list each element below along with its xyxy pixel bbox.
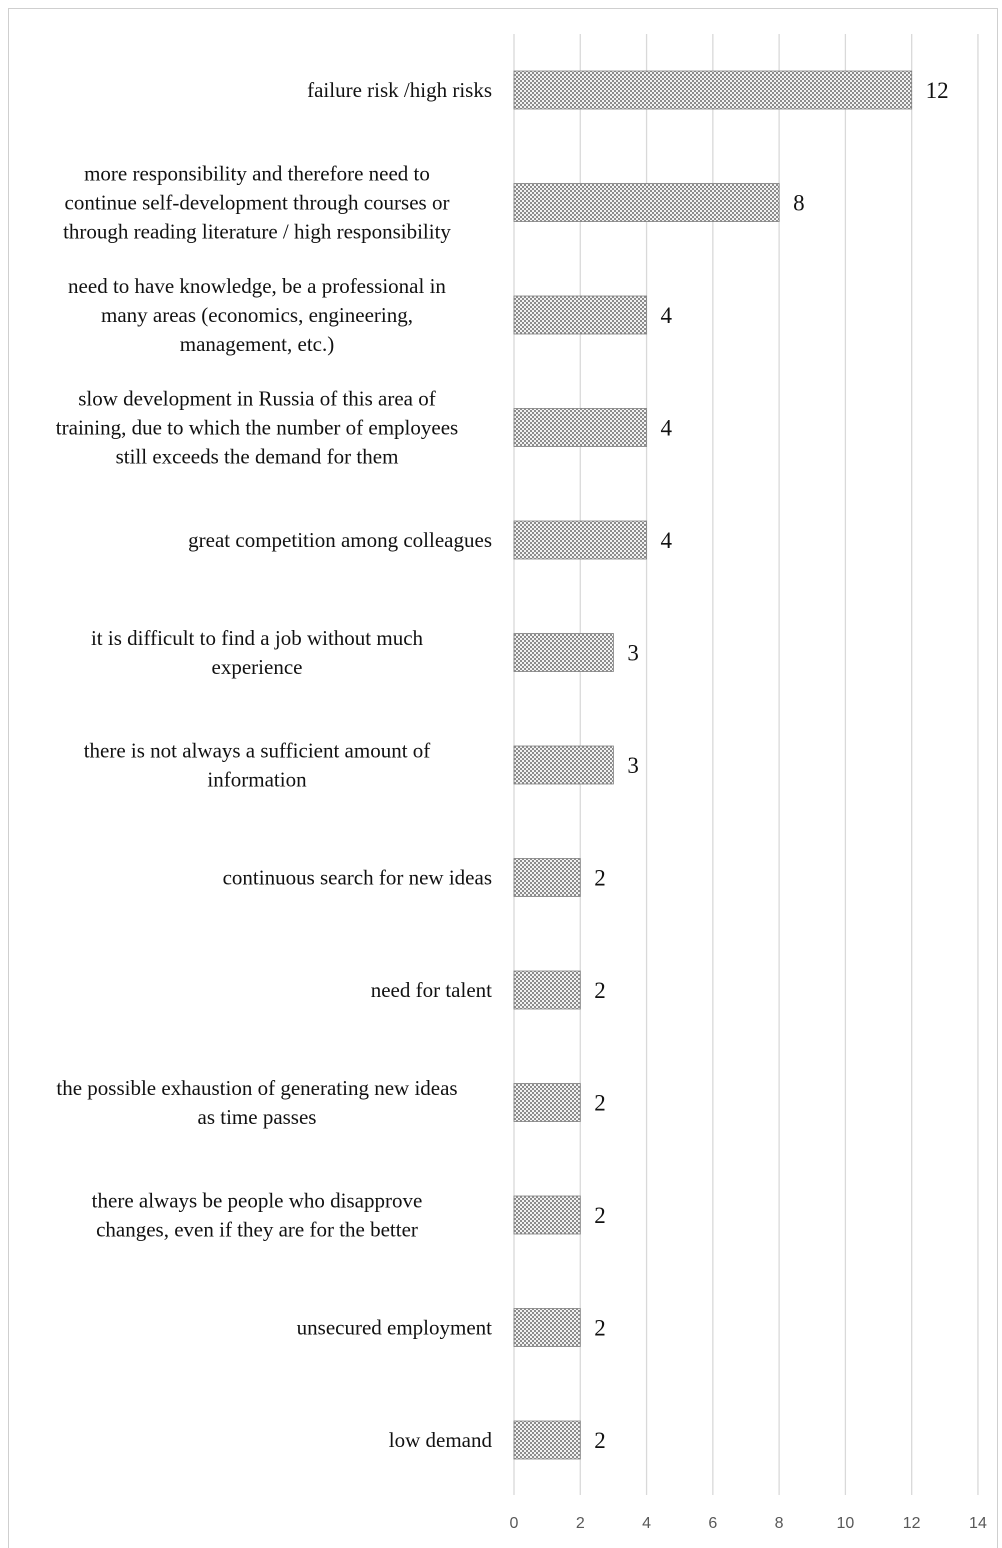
x-tick-label-14: 14 xyxy=(969,1515,987,1532)
category-label-7: there is not always a sufficient amount … xyxy=(84,739,431,792)
data-label-13: 2 xyxy=(594,1428,606,1453)
x-tick-label-10: 10 xyxy=(837,1515,855,1532)
x-tick-label-0: 0 xyxy=(510,1515,519,1532)
category-label-line: great competition among colleagues xyxy=(188,528,492,552)
data-label-12: 2 xyxy=(594,1316,606,1341)
x-tick-label-2: 2 xyxy=(576,1515,585,1532)
data-label-1: 12 xyxy=(926,78,949,103)
category-label-3: need to have knowledge, be a professiona… xyxy=(68,274,446,356)
bar-6 xyxy=(513,633,614,672)
data-label-3: 4 xyxy=(661,303,673,328)
data-label-8: 2 xyxy=(594,866,606,891)
category-label-10: the possible exhaustion of generating ne… xyxy=(56,1076,457,1129)
data-label-11: 2 xyxy=(594,1203,606,1228)
bar-8 xyxy=(513,858,581,897)
bar-4 xyxy=(513,408,647,447)
category-label-line: continue self-development through course… xyxy=(65,191,450,215)
category-label-6: it is difficult to find a job without mu… xyxy=(91,626,424,679)
category-label-1: failure risk /high risks xyxy=(307,78,492,102)
category-label-11: there always be people who disapprove cha… xyxy=(92,1189,423,1242)
bar-1 xyxy=(513,70,913,110)
bar-10 xyxy=(513,1083,581,1122)
bar-2 xyxy=(513,183,780,222)
bar-7 xyxy=(513,745,614,785)
bar-9 xyxy=(513,970,581,1010)
category-label-13: low demand xyxy=(389,1428,493,1452)
category-label-line: it is difficult to find a job without mu… xyxy=(91,626,424,650)
chart-frame xyxy=(8,8,998,1548)
category-label-line: experience xyxy=(212,655,303,679)
bar-11 xyxy=(513,1195,581,1235)
x-tick-label-6: 6 xyxy=(708,1515,717,1532)
category-label-line: more responsibility and therefore need t… xyxy=(84,162,430,186)
data-label-10: 2 xyxy=(594,1091,606,1116)
bars xyxy=(513,70,913,1460)
category-label-line: as time passes xyxy=(198,1105,317,1129)
category-label-9: need for talent xyxy=(371,978,492,1002)
bar-5 xyxy=(513,520,647,560)
category-label-5: great competition among colleagues xyxy=(188,528,492,552)
x-axis-ticks: 0 2 4 6 8 10 12 14 xyxy=(510,1515,987,1532)
bar-12 xyxy=(513,1308,581,1347)
category-label-line: there always be people who disapprove xyxy=(92,1189,423,1213)
data-label-7: 3 xyxy=(627,753,639,778)
category-label-line: failure risk /high risks xyxy=(307,78,492,102)
category-label-2: more responsibility and therefore need t… xyxy=(63,162,451,244)
data-label-9: 2 xyxy=(594,978,606,1003)
category-label-line: still exceeds the demand for them xyxy=(116,445,399,469)
category-label-line: there is not always a sufficient amount … xyxy=(84,739,431,763)
gridlines xyxy=(513,34,979,1495)
x-tick-label-4: 4 xyxy=(642,1515,651,1532)
category-label-line: slow development in Russia of this area … xyxy=(78,387,436,411)
category-label-12: unsecured employment xyxy=(297,1316,493,1340)
category-label-line: changes, even if they are for the better xyxy=(96,1218,418,1242)
x-tick-label-12: 12 xyxy=(903,1515,921,1532)
category-label-line: many areas (economics, engineering, xyxy=(101,303,413,327)
data-label-4: 4 xyxy=(661,416,673,441)
category-label-line: need for talent xyxy=(371,978,492,1002)
category-labels: failure risk /high risks more responsibil… xyxy=(56,78,493,1452)
category-label-line: the possible exhaustion of generating ne… xyxy=(56,1076,457,1100)
category-label-line: continuous search for new ideas xyxy=(223,866,492,890)
category-label-line: low demand xyxy=(389,1428,493,1452)
category-label-line: through reading literature / high respon… xyxy=(63,220,451,244)
bar-3 xyxy=(513,295,647,335)
bar-13 xyxy=(513,1420,581,1460)
data-label-5: 4 xyxy=(661,528,673,553)
x-tick-label-8: 8 xyxy=(775,1515,784,1532)
category-label-4: slow development in Russia of this area … xyxy=(56,387,458,469)
data-label-2: 8 xyxy=(793,191,805,216)
category-label-line: information xyxy=(207,768,307,792)
data-label-6: 3 xyxy=(627,641,639,666)
category-label-line: unsecured employment xyxy=(297,1316,493,1340)
category-label-line: management, etc.) xyxy=(180,332,335,356)
category-label-line: need to have knowledge, be a professiona… xyxy=(68,274,446,298)
data-labels: 12 8 4 4 4 3 3 2 2 2 2 2 2 xyxy=(594,78,948,1453)
category-label-8: continuous search for new ideas xyxy=(223,866,492,890)
category-label-line: training, due to which the number of emp… xyxy=(56,416,458,440)
